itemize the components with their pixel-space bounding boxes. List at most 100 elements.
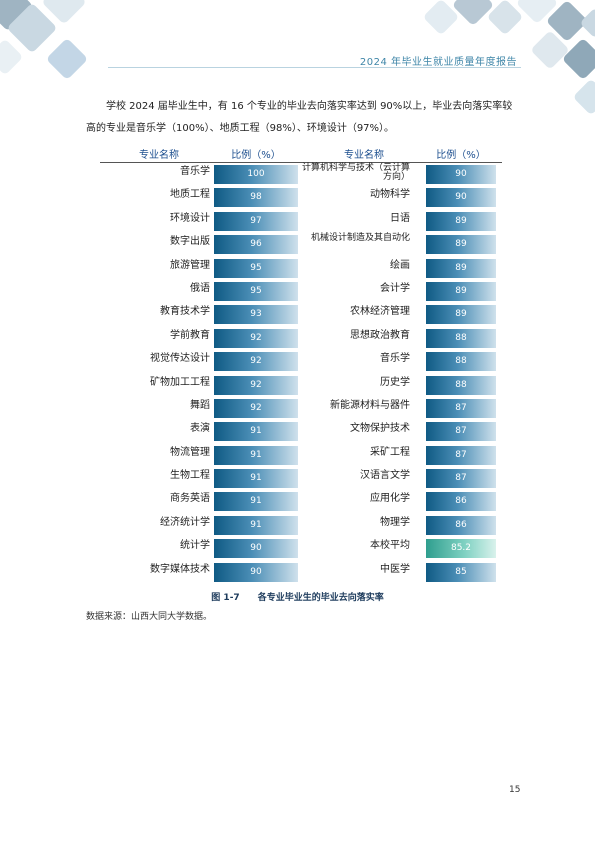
header-major-name-left: 专业名称 — [139, 150, 179, 161]
table-row: 教育技术学 93 农林经济管理 89 — [100, 303, 502, 326]
table-row: 俄语 95 会计学 89 — [100, 280, 502, 303]
rate-bar-right: 88 — [426, 352, 496, 372]
table-row: 音乐学 100 计算机科学与技术（云计算方向） 90 — [100, 163, 502, 186]
table-row: 视觉传达设计 92 音乐学 88 — [100, 350, 502, 373]
deco-square — [572, 78, 595, 116]
major-name-right: 思想政治教育 — [350, 329, 410, 341]
table-row: 地质工程 98 动物科学 90 — [100, 186, 502, 209]
table-row: 环境设计 97 日语 89 — [100, 210, 502, 233]
major-name-left: 教育技术学 — [160, 306, 210, 318]
table-row: 经济统计学 91 物理学 86 — [100, 514, 502, 537]
report-header-title: 2024 年毕业生就业质量年度报告 — [359, 57, 517, 68]
deco-square — [561, 37, 595, 81]
data-source-note: 数据来源：山西大同大学数据。 — [86, 612, 213, 622]
major-name-right: 物理学 — [380, 516, 410, 528]
rate-bar-left: 92 — [214, 328, 298, 348]
major-name-left: 表演 — [190, 423, 210, 435]
rate-bar-left: 91 — [214, 492, 298, 512]
rate-bar-right: 89 — [426, 235, 496, 255]
rate-bar-right: 86 — [426, 515, 496, 535]
major-name-left: 经济统计学 — [160, 516, 210, 528]
rate-bar-left: 92 — [214, 375, 298, 395]
major-name-left: 音乐学 — [180, 166, 210, 177]
rate-bar-right: 87 — [426, 422, 496, 442]
intro-paragraph: 学校 2024 届毕业生中，有 16 个专业的毕业去向落实率达到 90%以上，毕… — [86, 101, 513, 134]
page-number: 15 — [509, 785, 521, 795]
major-name-left: 旅游管理 — [170, 259, 210, 271]
rate-bar-left: 90 — [214, 539, 298, 559]
table-row: 统计学 90 本校平均 85.2 — [100, 537, 502, 560]
deco-square — [0, 38, 24, 76]
header-rate-left: 比例（%） — [231, 150, 281, 161]
rate-bar-right: 88 — [426, 328, 496, 348]
table-row: 矿物加工工程 92 历史学 88 — [100, 374, 502, 397]
major-rate-table: 专业名称 比例（%） 专业名称 比例（%） 音乐学 100 计算机科学与技术（云计算… — [100, 144, 502, 584]
major-name-right: 机械设计制造及其自动化 — [310, 233, 410, 244]
table-row: 表演 91 文物保护技术 87 — [100, 420, 502, 443]
major-name-right: 本校平均 — [370, 540, 410, 552]
major-name-right: 汉语言文学 — [360, 470, 410, 482]
rate-bar-right: 85 — [426, 562, 496, 582]
table-row: 旅游管理 95 绘画 89 — [100, 257, 502, 280]
figure-caption: 图 1-7 各专业毕业生的毕业去向落实率 — [211, 593, 384, 603]
rate-bar-left: 90 — [214, 562, 298, 582]
rate-bar-left: 100 — [214, 165, 298, 184]
rate-bar-right: 89 — [426, 211, 496, 231]
rate-bar-left: 98 — [214, 188, 298, 208]
rate-bar-right: 87 — [426, 445, 496, 465]
rate-bar-left: 97 — [214, 211, 298, 231]
rate-bar-left: 91 — [214, 445, 298, 465]
major-name-left: 视觉传达设计 — [150, 353, 210, 365]
major-name-left: 商务英语 — [170, 493, 210, 505]
table-row: 舞蹈 92 新能源材料与器件 87 — [100, 397, 502, 420]
rate-bar-right: 90 — [426, 165, 496, 184]
major-name-right: 动物科学 — [370, 189, 410, 201]
deco-square — [579, 7, 595, 39]
major-name-right: 计算机科学与技术（云计算方向） — [301, 163, 410, 182]
rate-bar-left: 95 — [214, 281, 298, 301]
major-name-left: 舞蹈 — [190, 399, 210, 411]
table-row: 生物工程 91 汉语言文学 87 — [100, 467, 502, 490]
major-name-left: 数字媒体技术 — [150, 563, 210, 575]
major-name-right: 应用化学 — [370, 493, 410, 505]
major-name-left: 物流管理 — [170, 446, 210, 458]
table-row: 商务英语 91 应用化学 86 — [100, 490, 502, 513]
table-header-row: 专业名称 比例（%） 专业名称 比例（%） — [100, 144, 502, 163]
major-name-left: 地质工程 — [170, 189, 210, 201]
header-major-name-right: 专业名称 — [344, 150, 384, 161]
rate-bar-right: 87 — [426, 469, 496, 489]
major-name-right: 历史学 — [380, 376, 410, 388]
rate-bar-right: 88 — [426, 375, 496, 395]
major-name-right: 文物保护技术 — [350, 423, 410, 435]
rate-bar-left: 91 — [214, 422, 298, 442]
deco-square — [451, 0, 495, 27]
rate-bar-left: 95 — [214, 258, 298, 278]
major-name-left: 环境设计 — [170, 212, 210, 224]
major-name-right: 农林经济管理 — [350, 306, 410, 318]
major-name-right: 音乐学 — [380, 353, 410, 365]
rate-bar-left: 96 — [214, 235, 298, 255]
table-row: 物流管理 91 采矿工程 87 — [100, 444, 502, 467]
major-name-right: 会计学 — [380, 282, 410, 294]
rate-bar-left: 93 — [214, 305, 298, 325]
major-name-left: 生物工程 — [170, 470, 210, 482]
rate-bar-left: 92 — [214, 352, 298, 372]
major-name-left: 矿物加工工程 — [150, 376, 210, 388]
table-row: 数字出版 96 机械设计制造及其自动化 89 — [100, 233, 502, 256]
rate-bar-average: 85.2 — [426, 539, 496, 559]
table-row: 学前教育 92 思想政治教育 88 — [100, 327, 502, 350]
rate-bar-left: 92 — [214, 398, 298, 418]
major-name-right: 新能源材料与器件 — [330, 399, 410, 411]
major-name-left: 数字出版 — [170, 236, 210, 248]
major-name-right: 采矿工程 — [370, 446, 410, 458]
rate-bar-right: 90 — [426, 188, 496, 208]
header-divider — [108, 67, 521, 68]
major-name-right: 中医学 — [380, 563, 410, 575]
rate-bar-right: 89 — [426, 305, 496, 325]
table-row: 数字媒体技术 90 中医学 85 — [100, 561, 502, 584]
deco-square — [45, 37, 89, 81]
rate-bar-right: 86 — [426, 492, 496, 512]
rate-bar-right: 89 — [426, 281, 496, 301]
rate-bar-left: 91 — [214, 469, 298, 489]
major-name-left: 学前教育 — [170, 329, 210, 341]
